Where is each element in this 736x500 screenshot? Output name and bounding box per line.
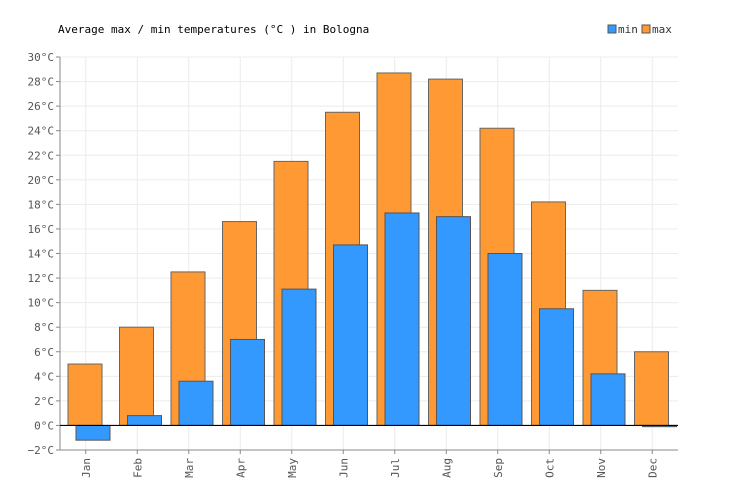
y-tick-label: 2°C	[34, 395, 54, 408]
bar-min-feb	[127, 415, 162, 426]
bar-min-apr	[230, 338, 265, 426]
x-tick-label: Oct	[543, 458, 556, 478]
x-tick-label: Nov	[595, 458, 608, 478]
legend-label-max: max	[652, 23, 672, 36]
x-tick-label: Jun	[337, 458, 350, 478]
x-tick-label: May	[286, 458, 299, 478]
y-tick-label: 30°C	[28, 51, 55, 64]
bar-min-jul	[384, 212, 420, 426]
bar-max-feb	[119, 326, 154, 426]
x-tick-label: Jan	[80, 458, 93, 478]
y-tick-label: 24°C	[28, 125, 55, 138]
x-tick-label: Mar	[183, 458, 196, 478]
y-tick-label: 16°C	[28, 223, 55, 236]
bar-max-dec	[634, 351, 669, 426]
bar-min-aug	[436, 216, 471, 426]
bar-min-nov	[590, 373, 626, 426]
x-tick-label: Jul	[389, 458, 402, 478]
x-axis-ticks: Jan Feb Mar Apr May Jun Jul Aug Sep Oct Nov Dec	[80, 450, 659, 478]
bar-min-may	[281, 288, 317, 426]
legend-label-min: min	[618, 23, 638, 36]
x-tick-label: Dec	[646, 458, 659, 478]
y-axis-ticks: −2°C 0°C 2°C 4°C 6°C 8°C 10°C 12°C 14°C 16°C 18°C 2…	[28, 51, 60, 457]
bar-max-jan	[67, 363, 103, 426]
x-tick-label: Apr	[234, 458, 247, 478]
x-tick-label: Aug	[440, 458, 453, 478]
y-tick-label: 20°C	[28, 174, 55, 187]
y-tick-label: 0°C	[34, 419, 54, 432]
legend-swatch-max	[641, 24, 651, 34]
y-tick-label: 6°C	[34, 346, 54, 359]
legend-swatch-min	[607, 24, 617, 34]
x-tick-label: Feb	[131, 458, 144, 478]
y-tick-label: 10°C	[28, 297, 55, 310]
y-tick-label: −2°C	[28, 444, 55, 457]
bars	[67, 72, 677, 441]
bar-min-oct	[539, 308, 574, 426]
bar-min-mar	[178, 380, 214, 426]
y-tick-label: 18°C	[28, 198, 55, 211]
chart-title: Average max / min temperatures (°C ) in …	[58, 23, 369, 36]
bar-min-jan	[75, 424, 111, 441]
y-tick-label: 8°C	[34, 321, 54, 334]
y-tick-label: 14°C	[28, 248, 55, 261]
y-tick-label: 26°C	[28, 100, 55, 113]
y-tick-label: 22°C	[28, 149, 55, 162]
legend: min max	[607, 23, 672, 36]
bar-min-sep	[487, 253, 523, 426]
bar-min-jun	[333, 244, 368, 426]
axes	[59, 57, 678, 451]
x-tick-label: Sep	[492, 458, 505, 478]
y-tick-label: 4°C	[34, 370, 54, 383]
y-tick-label: 12°C	[28, 272, 55, 285]
y-tick-label: 28°C	[28, 76, 55, 89]
